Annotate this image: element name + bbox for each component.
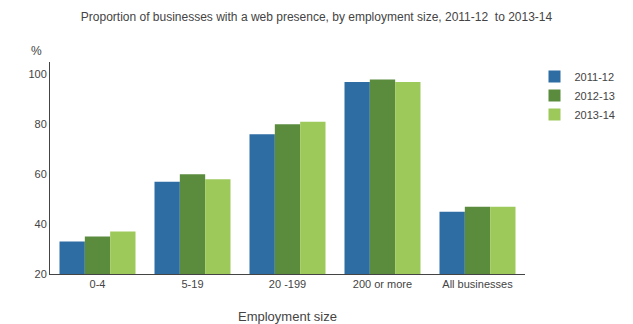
svg-text:60: 60 — [35, 168, 47, 180]
svg-text:%: % — [31, 44, 42, 58]
svg-text:100: 100 — [28, 68, 46, 80]
svg-text:80: 80 — [35, 118, 47, 130]
svg-text:20: 20 — [35, 268, 47, 280]
svg-text:40: 40 — [35, 218, 47, 230]
svg-text:20 -199: 20 -199 — [269, 278, 306, 290]
svg-text:Proportion of businesses with: Proportion of businesses with a web pres… — [81, 10, 553, 24]
svg-text:All businesses: All businesses — [442, 278, 513, 290]
svg-text:2013-14: 2013-14 — [575, 109, 615, 121]
svg-text:Employment size: Employment size — [238, 309, 337, 324]
svg-text:0-4: 0-4 — [90, 278, 106, 290]
svg-text:5-19: 5-19 — [181, 278, 203, 290]
svg-text:2012-13: 2012-13 — [575, 90, 615, 102]
svg-text:200 or more: 200 or more — [353, 278, 412, 290]
svg-text:2011-12: 2011-12 — [575, 71, 615, 83]
